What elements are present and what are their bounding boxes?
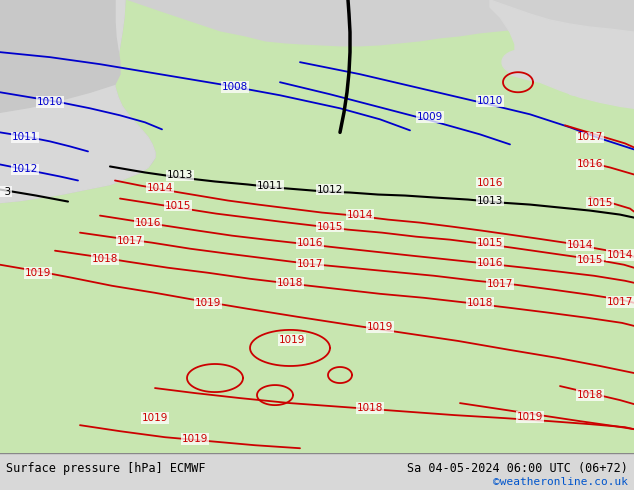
Text: 1012: 1012 bbox=[317, 185, 343, 195]
Text: 1013: 1013 bbox=[477, 196, 503, 205]
Text: 1017: 1017 bbox=[297, 259, 323, 269]
Text: 1017: 1017 bbox=[607, 297, 633, 307]
Text: ©weatheronline.co.uk: ©weatheronline.co.uk bbox=[493, 477, 628, 487]
Text: 1015: 1015 bbox=[577, 255, 603, 265]
Polygon shape bbox=[490, 0, 634, 108]
Polygon shape bbox=[0, 0, 155, 202]
Text: 1014: 1014 bbox=[347, 210, 373, 220]
Text: 1019: 1019 bbox=[517, 412, 543, 422]
Text: 1018: 1018 bbox=[357, 403, 383, 413]
Text: 1019: 1019 bbox=[279, 335, 305, 345]
Text: Surface pressure [hPa] ECMWF: Surface pressure [hPa] ECMWF bbox=[6, 462, 205, 475]
Text: 1010: 1010 bbox=[477, 96, 503, 106]
Text: 1017: 1017 bbox=[117, 236, 143, 245]
Text: 1019: 1019 bbox=[182, 434, 208, 444]
Text: 1015: 1015 bbox=[587, 197, 613, 208]
Polygon shape bbox=[0, 0, 120, 112]
Text: 1015: 1015 bbox=[477, 238, 503, 247]
Text: 1018: 1018 bbox=[577, 390, 603, 400]
Text: 1015: 1015 bbox=[317, 221, 343, 232]
Polygon shape bbox=[0, 0, 155, 202]
Text: 1018: 1018 bbox=[277, 278, 303, 288]
Text: 1012: 1012 bbox=[12, 165, 38, 174]
Text: 1017: 1017 bbox=[577, 132, 603, 143]
Text: 1015: 1015 bbox=[165, 200, 191, 211]
Text: 3: 3 bbox=[0, 187, 11, 196]
Text: 1011: 1011 bbox=[257, 180, 283, 191]
Polygon shape bbox=[543, 69, 567, 85]
Text: 1018: 1018 bbox=[92, 254, 118, 264]
Text: 1019: 1019 bbox=[367, 322, 393, 332]
Text: 1009: 1009 bbox=[417, 112, 443, 122]
Text: Sa 04-05-2024 06:00 UTC (06+72): Sa 04-05-2024 06:00 UTC (06+72) bbox=[407, 462, 628, 475]
Text: 1016: 1016 bbox=[135, 218, 161, 228]
Text: 1019: 1019 bbox=[195, 298, 221, 308]
Text: 1013: 1013 bbox=[167, 171, 193, 180]
Polygon shape bbox=[0, 0, 634, 453]
Text: 1016: 1016 bbox=[477, 258, 503, 268]
Polygon shape bbox=[502, 50, 538, 74]
Polygon shape bbox=[567, 85, 583, 95]
Polygon shape bbox=[490, 0, 634, 32]
Text: 1017: 1017 bbox=[487, 279, 513, 289]
Text: 1018: 1018 bbox=[467, 298, 493, 308]
Text: 1014: 1014 bbox=[567, 240, 593, 250]
Text: 1014: 1014 bbox=[607, 250, 633, 260]
Text: 1008: 1008 bbox=[222, 82, 248, 92]
Text: 1016: 1016 bbox=[477, 177, 503, 188]
Text: 1016: 1016 bbox=[577, 159, 603, 170]
Text: 1014: 1014 bbox=[147, 182, 173, 193]
Text: 1019: 1019 bbox=[25, 268, 51, 278]
Text: 1019: 1019 bbox=[142, 413, 168, 423]
Text: 1010: 1010 bbox=[37, 98, 63, 107]
Text: 1011: 1011 bbox=[12, 132, 38, 143]
Text: 1016: 1016 bbox=[297, 238, 323, 247]
